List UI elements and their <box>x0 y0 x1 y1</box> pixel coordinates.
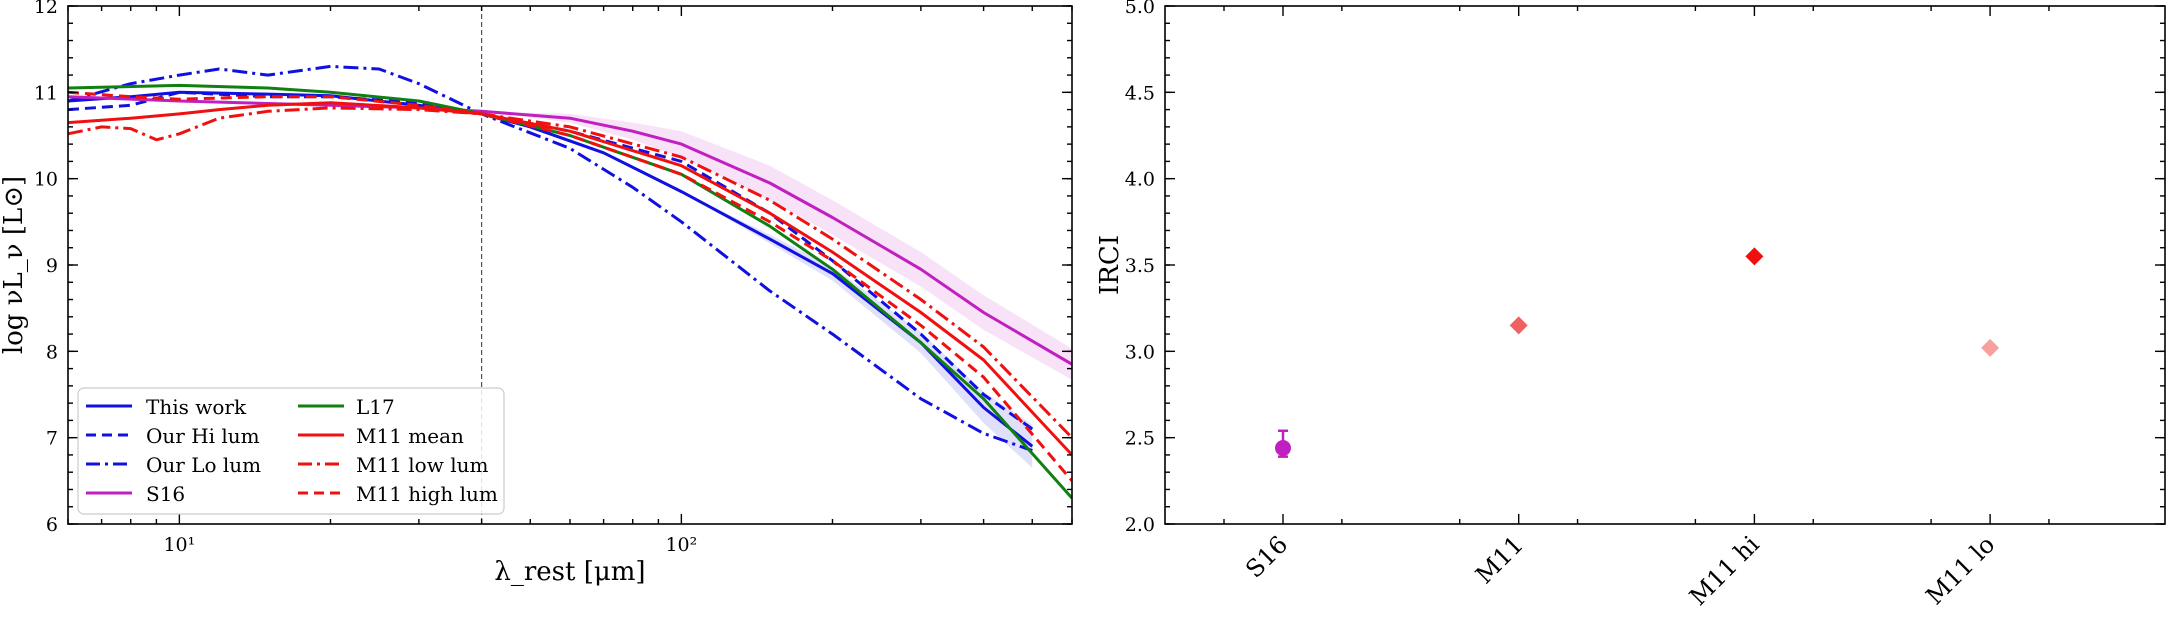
marker-m11-hi <box>1745 247 1764 266</box>
marker-m11-lo <box>1981 338 2000 357</box>
left-ytick-label: 6 <box>46 514 58 536</box>
series-line-l17 <box>68 83 1072 500</box>
right-ylabel: IRCI <box>1095 235 1125 295</box>
left-plot-frame <box>67 5 1073 525</box>
point-s16 <box>1275 429 1291 458</box>
left-ytick-label: 10 <box>34 169 58 191</box>
legend-label-our-hi-lum: Our Hi lum <box>146 424 260 448</box>
legend-label-m11-mean: M11 mean <box>356 424 464 448</box>
legend-entry-s16: S16 <box>86 482 185 506</box>
left-ylabel: log νL_ν [L⊙] <box>0 176 29 354</box>
point-m11-lo <box>1981 338 2000 357</box>
left-xtick-label: 10¹ <box>163 534 195 556</box>
category-label-m11-lo: M11 lo <box>1921 530 2001 610</box>
band-s16 <box>68 96 1072 380</box>
left-xlabel: λ_rest [μm] <box>494 557 645 587</box>
category-label-m11-hi: M11 hi <box>1684 530 1765 611</box>
legend-label-m11-high-lum: M11 high lum <box>356 482 498 506</box>
sed-lines <box>68 64 1072 500</box>
category-label-m11: M11 <box>1470 530 1529 589</box>
left-ytick-label: 11 <box>34 82 58 104</box>
legend-entry-m11-mean: M11 mean <box>298 424 464 448</box>
left-axis-ticks: 6 7 8 9 10 11 12 10¹ 10² <box>34 0 1073 556</box>
series-line-m11-low-lum <box>68 106 1072 439</box>
point-m11 <box>1509 316 1528 335</box>
legend-entry-this-work: This work <box>86 395 247 419</box>
left-ytick-label: 9 <box>46 255 58 277</box>
marker-s16 <box>1275 440 1291 457</box>
series-line-s16 <box>68 95 1072 366</box>
marker-m11 <box>1509 316 1528 335</box>
legend-entry-m11-low-lum: M11 low lum <box>298 453 488 477</box>
sed-panel: 6 7 8 9 10 11 12 10¹ 10² log νL_ν [L⊙] λ_rest [μ… <box>0 0 1073 587</box>
left-ytick-label: 12 <box>34 0 58 18</box>
left-xtick-label: 10² <box>665 534 697 556</box>
right-ytick-label: 5.0 <box>1125 0 1155 18</box>
legend-label-this-work: This work <box>146 395 247 419</box>
legend-label-s16: S16 <box>146 482 185 506</box>
legend-entry-our-hi-lum: Our Hi lum <box>86 424 260 448</box>
legend-label-l17: L17 <box>356 395 395 419</box>
right-ytick-label: 2.5 <box>1125 428 1155 450</box>
legend-label-m11-low-lum: M11 low lum <box>356 453 488 477</box>
right-ytick-label: 3.5 <box>1125 255 1155 277</box>
right-ytick-label: 4.5 <box>1125 82 1155 104</box>
left-ytick-label: 7 <box>46 428 58 450</box>
legend: This work Our Hi lum Our Lo lum S16 L17 … <box>77 387 505 515</box>
irci-points <box>1275 247 2000 458</box>
category-label-s16: S16 <box>1240 530 1293 583</box>
right-plot-frame <box>1164 5 2166 525</box>
right-ytick-label: 4.0 <box>1125 169 1155 191</box>
legend-entry-m11-high-lum: M11 high lum <box>298 482 498 506</box>
legend-label-our-lo-lum: Our Lo lum <box>146 453 261 477</box>
right-ytick-label: 2.0 <box>1125 514 1155 536</box>
left-ytick-label: 8 <box>46 341 58 363</box>
legend-entry-our-lo-lum: Our Lo lum <box>86 453 261 477</box>
point-m11-hi <box>1745 247 1764 266</box>
right-ytick-label: 3.0 <box>1125 341 1155 363</box>
series-line-m11-high-lum <box>68 90 1072 482</box>
legend-entry-l17: L17 <box>298 395 395 419</box>
legend-box <box>77 387 505 515</box>
